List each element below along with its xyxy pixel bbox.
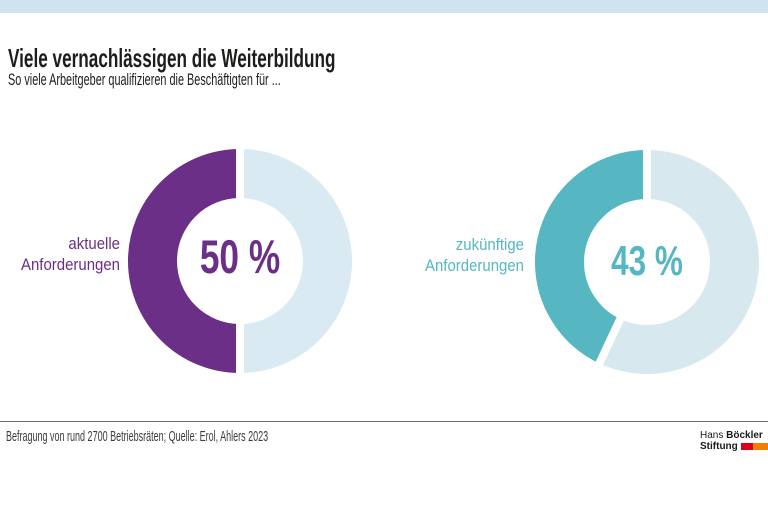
logo-hans: Hans [700, 430, 724, 441]
donut-label-line: Anforderungen [425, 256, 524, 275]
hans-boeckler-stiftung-logo: Hans Böckler Stiftung [700, 430, 768, 452]
logo-flag-red [740, 442, 753, 450]
page-subtitle: So viele Arbeitgeber qualifizieren die B… [8, 70, 281, 89]
donut-chart-zukuenftige [535, 150, 759, 374]
donut-center-value-aktuelle: 50 % [199, 230, 281, 283]
donut-label-line: Anforderungen [21, 255, 121, 274]
footer-divider [0, 421, 768, 422]
logo-flag-icon [740, 442, 768, 450]
top-accent-bar [0, 0, 768, 13]
page-title: Viele vernachlässigen die Weiterbildung [8, 43, 336, 74]
donut-center-value-zukuenftige: 43 % [611, 237, 683, 284]
footer-source-text: Befragung von rund 2700 Betriebsräten; Q… [6, 428, 269, 445]
logo-line-1: Hans Böckler [700, 430, 768, 441]
logo-flag-orange [752, 442, 768, 450]
logo-line-2: Stiftung [700, 441, 768, 452]
logo-boeckler: Böckler [726, 430, 763, 441]
donut-chart-aktuelle [128, 149, 352, 373]
donut-label-line: aktuelle [68, 234, 120, 253]
donut-label-line: zukünftige [455, 235, 524, 254]
logo-stiftung: Stiftung [700, 441, 738, 452]
donut-label-zukuenftige: zukünftige Anforderungen [418, 234, 524, 276]
donut-label-aktuelle: aktuelle Anforderungen [14, 233, 120, 275]
